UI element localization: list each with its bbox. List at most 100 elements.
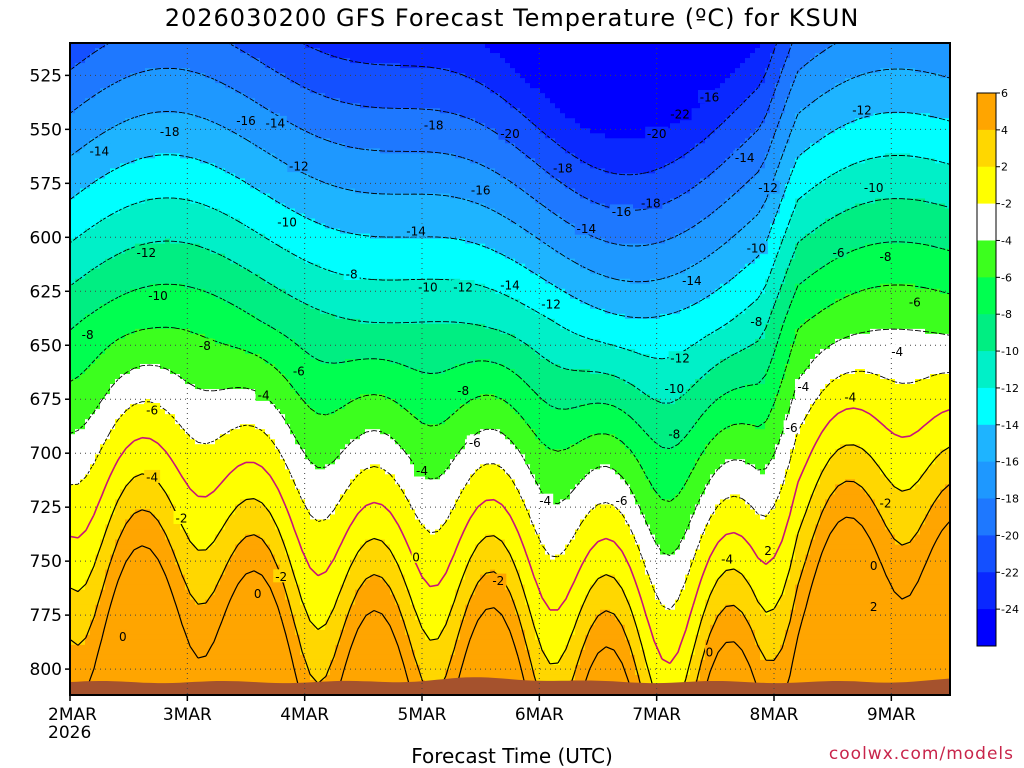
- field-cell: [70, 228, 86, 235]
- field-cell: [100, 399, 146, 405]
- field-cell: [735, 233, 771, 240]
- field-cell: [465, 564, 516, 571]
- field-cell: [875, 499, 936, 506]
- field-cell: [70, 158, 136, 164]
- contour-label: -4: [416, 464, 428, 478]
- field-cell: [410, 454, 456, 460]
- field-cell: [360, 584, 391, 591]
- field-cell: [490, 88, 541, 94]
- field-cell: [70, 113, 141, 119]
- field-cell: [85, 634, 301, 641]
- field-cell: [280, 449, 306, 455]
- contour-label-bg: [146, 288, 170, 302]
- field-cell: [750, 619, 791, 626]
- field-cell: [810, 499, 826, 506]
- field-cell: [705, 484, 781, 490]
- field-cell: [675, 353, 731, 360]
- field-cell: [70, 78, 121, 84]
- field-cell: [350, 399, 396, 405]
- field-cell: [775, 168, 791, 174]
- field-cell: [925, 469, 950, 475]
- colorbar-tick-label: -10: [1001, 345, 1019, 358]
- colorbar-swatch: [977, 203, 996, 241]
- x-tick-year-label: 2026: [48, 723, 91, 743]
- field-cell: [100, 589, 191, 596]
- field-cell: [180, 424, 241, 430]
- field-cell: [650, 674, 686, 681]
- field-cell: [100, 303, 236, 310]
- field-cell: [70, 233, 81, 240]
- field-cell: [525, 644, 541, 651]
- field-cell: [70, 63, 76, 69]
- field-cell: [285, 594, 301, 601]
- field-cell: [830, 454, 871, 460]
- field-cell: [90, 183, 251, 190]
- field-cell: [755, 639, 786, 646]
- contour-label-bg: [469, 182, 493, 196]
- field-cell: [540, 394, 651, 400]
- contour-label: -6: [616, 494, 628, 508]
- field-cell: [70, 454, 96, 460]
- field-cell: [530, 268, 591, 275]
- field-cell: [195, 439, 216, 445]
- field-cell: [215, 589, 286, 596]
- field-cell: [570, 539, 636, 546]
- field-cell: [305, 609, 331, 616]
- field-cell: [915, 484, 946, 490]
- field-cell: [305, 604, 336, 611]
- field-cell: [525, 639, 541, 646]
- field-cell: [700, 544, 796, 551]
- field-cell: [120, 208, 221, 215]
- contour-label: -10: [148, 289, 168, 303]
- field-cell: [105, 258, 231, 265]
- contour-label-bg: [290, 364, 307, 378]
- field-cell: [510, 404, 551, 410]
- field-cell: [485, 243, 551, 250]
- field-cell: [290, 248, 496, 255]
- field-cell: [660, 444, 676, 450]
- field-cell: [680, 193, 731, 200]
- field-cell: [230, 514, 271, 521]
- contour-label: -8: [750, 315, 762, 329]
- field-cell: [100, 404, 131, 410]
- field-cell: [675, 399, 716, 405]
- field-cell: [925, 198, 950, 205]
- field-cell: [295, 434, 361, 440]
- field-cell: [790, 48, 826, 54]
- field-cell: [580, 298, 701, 305]
- field-cell: [785, 148, 806, 154]
- field-cell: [780, 338, 796, 345]
- field-cell: [690, 669, 701, 676]
- field-cell: [775, 504, 811, 511]
- field-cell: [190, 198, 276, 205]
- colorbar-tick-label: -2: [1001, 198, 1012, 211]
- field-cell: [275, 198, 471, 205]
- field-cell: [165, 529, 186, 536]
- field-cell: [770, 228, 786, 235]
- field-cell: [395, 474, 426, 480]
- field-cell: [210, 594, 286, 601]
- credit-link[interactable]: coolwx.com/models: [828, 744, 1014, 764]
- field-cell: [795, 118, 856, 124]
- field-cell: [350, 609, 401, 616]
- field-cell: [340, 629, 406, 636]
- field-cell: [620, 619, 636, 626]
- field-cell: [500, 574, 521, 581]
- contour-label: -4: [844, 391, 856, 405]
- field-cell: [775, 394, 796, 400]
- field-cell: [785, 639, 950, 646]
- field-cell: [85, 419, 116, 425]
- contour-label: -10: [864, 181, 884, 195]
- field-cell: [290, 474, 356, 480]
- field-cell: [580, 193, 681, 200]
- field-cell: [100, 444, 276, 450]
- field-cell: [155, 153, 181, 159]
- field-cell: [705, 644, 761, 651]
- field-cell: [505, 253, 566, 260]
- field-cell: [935, 459, 950, 465]
- field-cell: [330, 669, 421, 676]
- field-cell: [270, 108, 441, 114]
- field-cell: [815, 484, 836, 490]
- field-cell: [835, 128, 950, 134]
